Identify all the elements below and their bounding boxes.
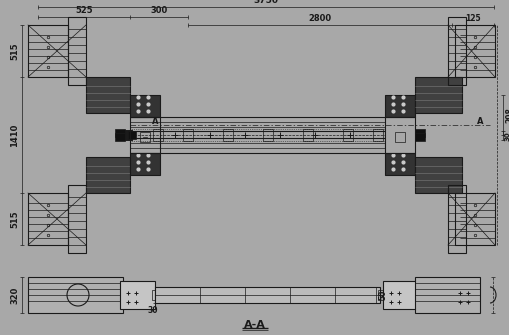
Text: 300: 300 xyxy=(150,6,167,15)
Bar xyxy=(454,193,494,245)
Text: 1410: 1410 xyxy=(10,123,19,147)
Text: 525: 525 xyxy=(75,6,93,15)
Bar xyxy=(454,25,494,77)
Bar xyxy=(86,157,130,193)
Bar xyxy=(115,133,125,141)
Text: 30: 30 xyxy=(148,306,158,315)
Text: 515: 515 xyxy=(10,210,19,228)
Text: 3750: 3750 xyxy=(253,0,278,5)
Bar xyxy=(222,129,233,141)
Bar xyxy=(130,117,160,153)
Bar xyxy=(28,277,123,313)
Bar xyxy=(447,17,465,85)
Bar xyxy=(130,153,160,175)
Bar xyxy=(118,130,132,140)
Bar xyxy=(118,130,132,140)
Bar xyxy=(447,185,465,253)
Text: A: A xyxy=(476,117,483,126)
Bar xyxy=(120,281,155,309)
Text: 320: 320 xyxy=(10,286,19,304)
Text: 30: 30 xyxy=(504,131,509,141)
Bar xyxy=(414,157,461,193)
Bar xyxy=(183,129,192,141)
Bar xyxy=(384,95,414,117)
Bar xyxy=(130,95,160,117)
Bar xyxy=(128,131,136,139)
Bar xyxy=(414,77,461,113)
Bar xyxy=(152,290,160,300)
Bar xyxy=(382,281,417,309)
Bar xyxy=(384,153,414,175)
Bar xyxy=(343,129,352,141)
Text: A-A: A-A xyxy=(244,320,265,330)
Bar xyxy=(115,129,125,137)
Text: 2800: 2800 xyxy=(308,14,331,23)
Text: A: A xyxy=(152,117,158,126)
Bar xyxy=(263,129,272,141)
Bar xyxy=(28,25,68,77)
Bar xyxy=(302,129,313,141)
Bar xyxy=(28,193,68,245)
Bar xyxy=(414,277,479,313)
Bar xyxy=(377,290,385,300)
Bar xyxy=(68,17,86,85)
Bar xyxy=(86,77,130,113)
Text: 208: 208 xyxy=(504,107,509,123)
Bar xyxy=(394,132,404,142)
Bar xyxy=(414,129,424,137)
Bar xyxy=(372,129,382,141)
Bar xyxy=(68,185,86,253)
Bar xyxy=(414,133,424,141)
Bar xyxy=(384,117,414,153)
Bar xyxy=(140,132,150,142)
Text: 515: 515 xyxy=(10,42,19,60)
Bar xyxy=(153,129,163,141)
Text: 50: 50 xyxy=(377,290,386,300)
Bar xyxy=(155,287,379,303)
Text: 125: 125 xyxy=(464,14,480,23)
